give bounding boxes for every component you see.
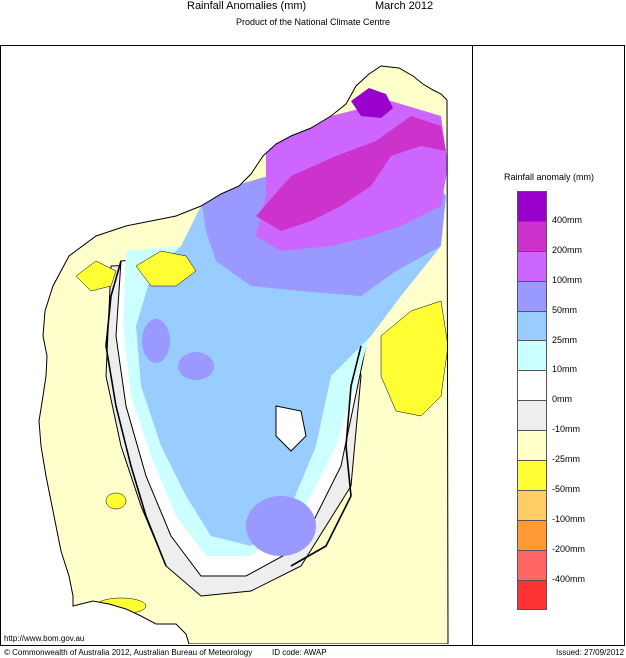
map-title: Rainfall Anomalies (mm) bbox=[187, 0, 307, 12]
id-code: ID code: AWAP bbox=[272, 648, 327, 657]
contour-island bbox=[275, 405, 307, 452]
region-yellow-nw bbox=[75, 260, 117, 292]
region-yellow-south bbox=[95, 597, 147, 615]
legend-swatch bbox=[518, 371, 546, 402]
region-purple bbox=[351, 88, 393, 118]
region-yellow-east bbox=[380, 300, 448, 417]
source-url: http://www.bom.gov.au bbox=[4, 634, 85, 643]
legend-swatch bbox=[518, 281, 546, 312]
legend-divider bbox=[472, 45, 473, 646]
legend-swatch bbox=[518, 401, 546, 432]
issued-date: Issued: 27/09/2012 bbox=[556, 648, 625, 657]
legend-swatch bbox=[518, 341, 546, 372]
legend-swatch bbox=[518, 431, 546, 462]
legend-swatch bbox=[518, 311, 546, 342]
legend-swatch bbox=[518, 192, 546, 222]
legend-swatch bbox=[518, 520, 546, 551]
legend-label: -50mm bbox=[552, 484, 581, 494]
legend-label: -200mm bbox=[552, 543, 586, 554]
legend-label: 100mm bbox=[552, 274, 583, 285]
legend-label: 10mm bbox=[552, 364, 578, 375]
legend-swatch bbox=[518, 251, 546, 282]
region-periwinkle-west bbox=[142, 319, 170, 363]
contour-line-east bbox=[290, 345, 362, 567]
contour-line-west bbox=[105, 260, 167, 567]
rainfall-anomaly-map bbox=[38, 65, 449, 644]
legend-title: Rainfall anomaly (mm) bbox=[503, 172, 595, 182]
region-periwinkle-central bbox=[178, 352, 214, 380]
region-magenta bbox=[256, 116, 446, 231]
legend-color-bar bbox=[517, 191, 547, 611]
legend-label: -400mm bbox=[552, 573, 586, 584]
legend-label: -10mm bbox=[552, 424, 581, 435]
legend-label: 200mm bbox=[552, 244, 583, 255]
legend-swatch bbox=[518, 550, 546, 581]
legend-label: 400mm bbox=[552, 214, 583, 225]
legend-swatch bbox=[518, 461, 546, 491]
legend-label: 0mm bbox=[552, 394, 572, 405]
legend-swatch bbox=[518, 580, 546, 610]
legend-swatch bbox=[518, 490, 546, 521]
region-yellow-north bbox=[135, 250, 197, 287]
legend-label: -25mm bbox=[552, 454, 581, 465]
map-frame bbox=[0, 45, 625, 646]
wa-outline bbox=[38, 65, 449, 644]
copyright-text: © Commonwealth of Australia 2012, Austra… bbox=[4, 648, 253, 657]
legend-label: 50mm bbox=[552, 304, 578, 315]
region-yellow-sw bbox=[105, 492, 127, 510]
map-period: March 2012 bbox=[375, 0, 434, 12]
legend-label: -100mm bbox=[552, 513, 586, 524]
region-periwinkle-south bbox=[246, 496, 316, 556]
map-subtitle: Product of the National Climate Centre bbox=[235, 17, 391, 27]
legend-swatch bbox=[518, 221, 546, 252]
legend-label: 25mm bbox=[552, 334, 578, 345]
